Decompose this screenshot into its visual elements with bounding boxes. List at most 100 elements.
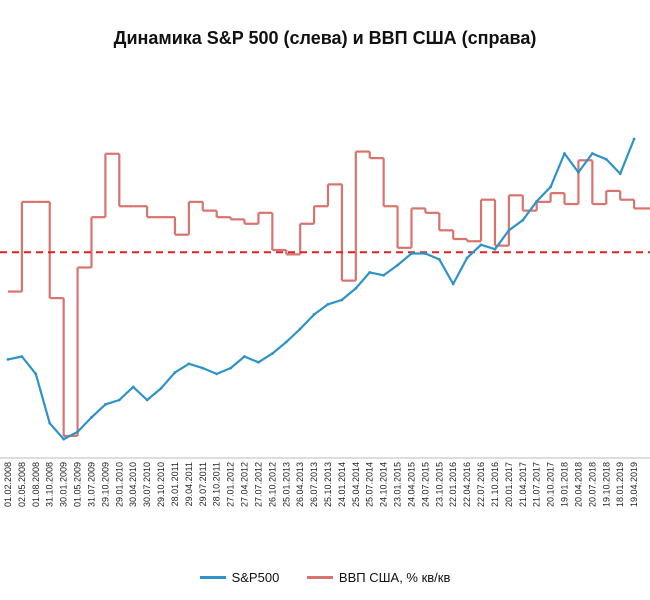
x-tick-label-9: 30.04.2010 — [128, 462, 138, 507]
sp500-point-18 — [257, 360, 260, 364]
sp500-point-39 — [549, 185, 553, 189]
sp500-point-1 — [20, 355, 24, 358]
sp500-point-4 — [62, 437, 66, 441]
x-tick-label-22: 26.07.2013 — [309, 462, 319, 507]
sp500-point-43 — [604, 157, 608, 161]
x-tick-label-36: 20.01.2017 — [504, 462, 514, 507]
sp500-point-9 — [131, 385, 135, 389]
x-tick-label-17: 27.04.2012 — [240, 462, 250, 507]
x-tick-label-33: 22.04.2016 — [462, 462, 472, 507]
x-tick-label-11: 29.10.2010 — [156, 462, 166, 507]
sp500-point-44 — [618, 172, 622, 176]
legend-swatch-sp500 — [199, 576, 226, 579]
x-tick-label-24: 24.01.2014 — [337, 462, 347, 507]
x-tick-label-38: 21.07.2017 — [532, 462, 542, 507]
x-tick-label-21: 26.04.2013 — [295, 462, 305, 507]
x-tick-label-8: 29.01.2010 — [114, 462, 124, 507]
x-tick-label-29: 24.04.2015 — [406, 462, 416, 507]
sp500-point-19 — [270, 352, 274, 355]
x-tick-label-37: 21.04.2017 — [518, 462, 528, 507]
sp500-point-36 — [507, 228, 511, 232]
sp500-point-11 — [159, 387, 163, 390]
x-tick-label-18: 27.07.2012 — [253, 462, 263, 507]
sp500-point-37 — [521, 218, 525, 222]
sp500-point-0 — [6, 358, 10, 361]
sp500-point-29 — [410, 252, 413, 255]
sp500-point-16 — [229, 366, 233, 370]
legend-swatch-gdp — [306, 576, 333, 579]
x-tick-label-10: 30.07.2010 — [142, 462, 152, 507]
chart-title: Динамика S&P 500 (слева) и ВВП США (спра… — [113, 28, 537, 48]
sp500-point-40 — [563, 152, 566, 155]
x-tick-label-40: 19.01.2018 — [560, 462, 570, 507]
sp500-point-12 — [173, 371, 177, 374]
x-tick-label-16: 27.01.2012 — [226, 462, 236, 507]
sp500-point-26 — [368, 271, 372, 274]
sp500-point-41 — [577, 170, 580, 174]
x-tick-label-3: 31.10.2008 — [45, 462, 55, 507]
sp500-point-24 — [340, 298, 344, 302]
sp500-point-34 — [479, 243, 483, 247]
x-tick-label-27: 24.10.2014 — [379, 462, 389, 507]
x-tick-label-28: 23.01.2015 — [393, 462, 403, 507]
sp500-point-7 — [103, 402, 107, 406]
x-tick-label-12: 28.01.2011 — [170, 462, 180, 506]
sp500-point-17 — [243, 355, 246, 358]
x-tick-label-31: 23.10.2015 — [434, 462, 444, 507]
sp500-point-20 — [284, 340, 288, 344]
legend-item-sp500: S&P500 — [199, 570, 280, 585]
x-tick-label-41: 20.04.2018 — [573, 462, 583, 507]
sp500-point-33 — [465, 256, 469, 260]
x-tick-label-6: 31.07.2009 — [86, 462, 96, 507]
sp500-point-22 — [312, 313, 316, 316]
x-tick-label-42: 20.07.2018 — [587, 462, 597, 507]
x-tick-label-32: 22.01.2016 — [448, 462, 458, 507]
x-tick-label-14: 29.07.2011 — [198, 462, 208, 506]
x-tick-labels: 01.02.2008 02.05.2008 01.08.2008 31.10.2008… — [3, 462, 639, 507]
sp500-point-32 — [451, 282, 455, 286]
x-tick-label-43: 19.10.2018 — [601, 462, 611, 507]
sp500-point-10 — [145, 398, 149, 402]
x-tick-label-7: 29.10.2009 — [100, 462, 110, 507]
x-tick-label-23: 25.10.2013 — [323, 462, 333, 507]
sp500-point-42 — [590, 152, 594, 155]
x-tick-label-45: 19.04.2019 — [629, 462, 639, 507]
sp500-point-31 — [437, 257, 441, 261]
sp500-point-2 — [34, 372, 38, 376]
x-tick-label-20: 25.01.2013 — [281, 462, 291, 507]
sp500-point-45 — [632, 137, 636, 141]
x-tick-label-26: 25.07.2014 — [365, 462, 375, 507]
sp500-point-23 — [326, 302, 330, 306]
x-tick-label-0: 01.02.2008 — [3, 462, 13, 507]
x-tick-label-34: 22.07.2016 — [476, 462, 486, 507]
legend-label-sp500: S&P500 — [231, 570, 280, 585]
sp500-point-28 — [396, 263, 399, 267]
gdp-series — [8, 150, 650, 438]
x-tick-label-19: 26.10.2012 — [267, 462, 277, 507]
x-tick-label-4: 30.01.2009 — [59, 462, 69, 507]
legend-item-gdp: ВВП США, % кв/кв — [306, 570, 451, 585]
x-tick-label-35: 21.10.2016 — [490, 462, 500, 507]
x-tick-label-44: 18.01.2019 — [615, 462, 625, 507]
x-tick-label-2: 01.08.2008 — [31, 462, 41, 507]
sp500-point-38 — [535, 199, 539, 203]
sp500-point-30 — [423, 252, 427, 255]
sp500-point-14 — [201, 366, 205, 370]
sp500-point-25 — [354, 286, 358, 290]
x-tick-label-5: 01.05.2009 — [73, 462, 83, 507]
sp500-point-8 — [117, 398, 121, 402]
sp500-point-5 — [76, 430, 79, 434]
sp500-point-15 — [215, 372, 219, 376]
x-tick-label-39: 20.10.2017 — [546, 462, 556, 507]
legend-label-gdp: ВВП США, % кв/кв — [338, 570, 451, 585]
legend: S&P500 ВВП США, % кв/кв — [0, 567, 650, 585]
x-tick-label-13: 29.04.2011 — [184, 462, 194, 506]
sp500-series — [6, 137, 636, 441]
x-tick-label-1: 02.05.2008 — [17, 462, 27, 507]
sp500-point-13 — [187, 362, 191, 366]
sp500-point-35 — [493, 247, 497, 251]
sp500-line — [7, 138, 636, 441]
sp500-point-6 — [90, 416, 93, 419]
x-tick-label-15: 28.10.2011 — [212, 462, 222, 506]
